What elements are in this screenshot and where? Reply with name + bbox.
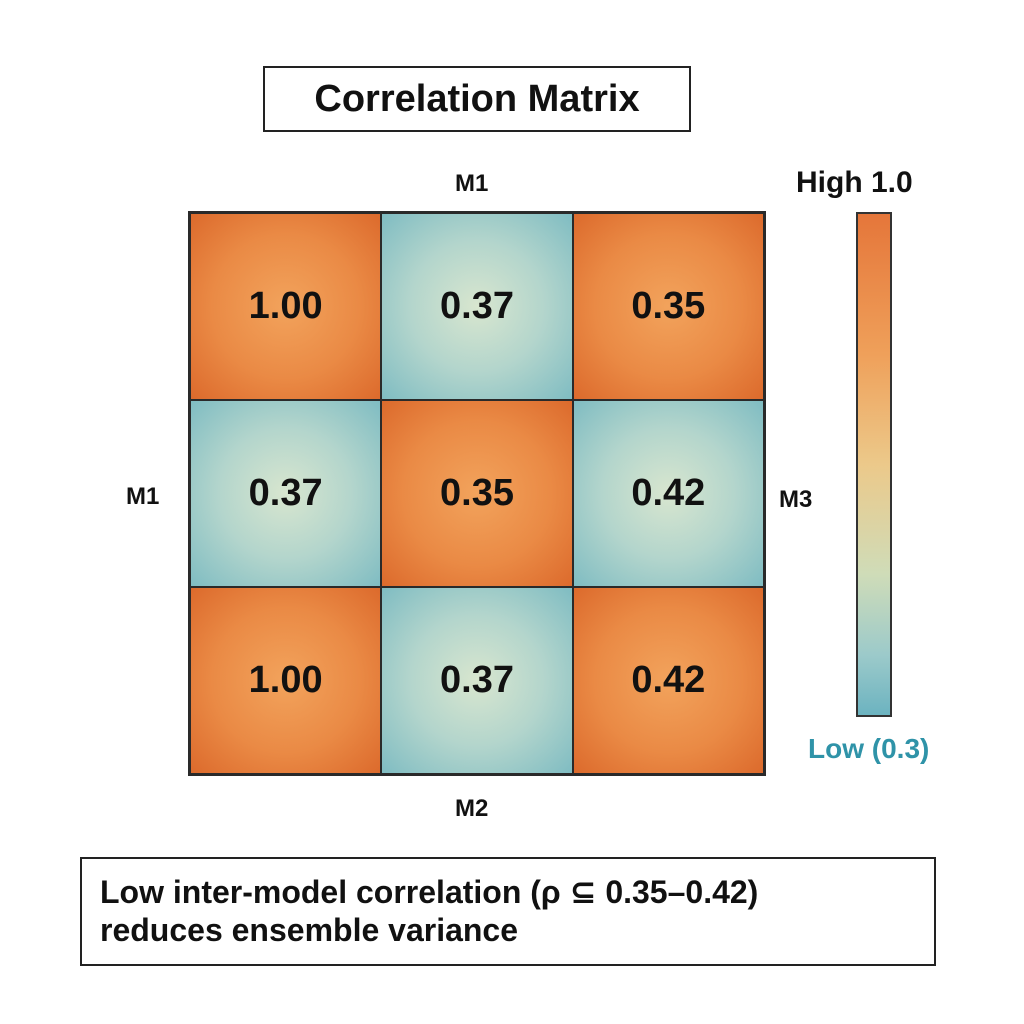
heatmap-cell-r3-c3: 0.42 [572, 587, 764, 774]
heatmap-cell-r3-c1: 1.00 [190, 587, 382, 774]
colorbar [856, 212, 892, 717]
axis-label-bottom: M2 [455, 795, 489, 822]
caption-line-2: reduces ensemble variance [100, 912, 519, 949]
heatmap-cell-r3-c2: 0.37 [381, 587, 573, 774]
colorbar-high-label: High 1.0 [796, 166, 913, 199]
heatmap-cell-r2-c3: 0.42 [572, 400, 764, 587]
caption-box: Low inter-model correlation (ρ ⊆ 0.35–0.… [80, 857, 936, 966]
colorbar-low-label: Low (0.3) [808, 733, 930, 764]
heatmap-cell-r1-c1: 1.00 [190, 213, 382, 400]
heatmap-cell-r2-c2: 0.35 [381, 400, 573, 587]
chart-title: Correlation Matrix [263, 66, 691, 132]
correlation-heatmap: 1.00 0.37 0.35 0.37 0.35 0.42 1.00 0.37 0.42 [188, 211, 766, 776]
axis-label-top: M1 [455, 170, 489, 197]
heatmap-cell-r1-c2: 0.37 [381, 213, 573, 400]
axis-label-right: M3 [779, 486, 813, 513]
caption-line-1: Low inter-model correlation (ρ ⊆ 0.35–0.… [100, 874, 759, 910]
axis-label-left: M1 [126, 483, 160, 510]
heatmap-cell-r1-c3: 0.35 [572, 213, 764, 400]
heatmap-cell-r2-c1: 0.37 [190, 400, 382, 587]
